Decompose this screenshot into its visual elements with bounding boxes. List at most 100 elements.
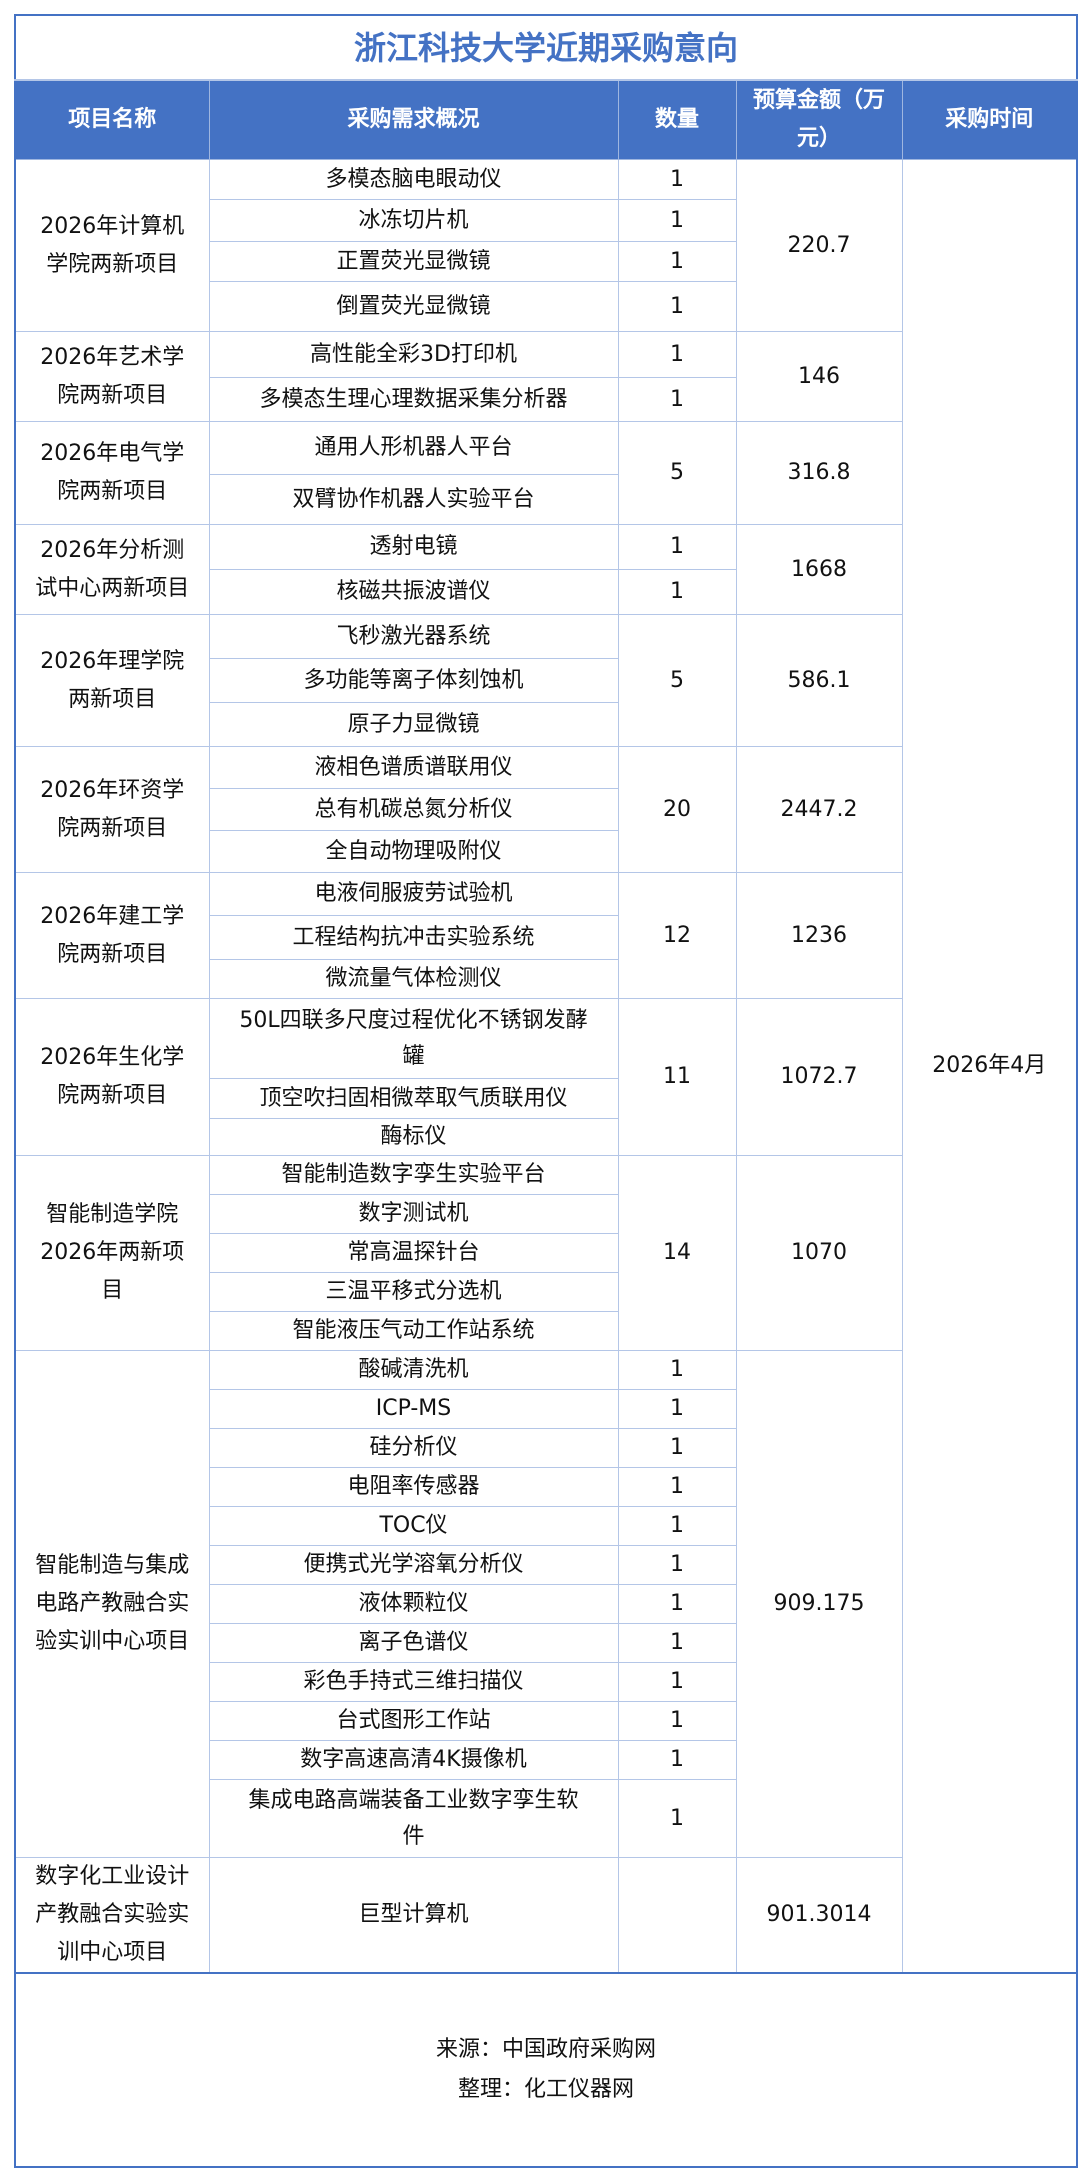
header-items: 采购需求概况 — [208, 79, 619, 160]
item-name-cell: 高性能全彩3D打印机 — [208, 331, 619, 378]
header-row: 项目名称 采购需求概况 数量 预算金额（万 元） 采购时间 — [14, 79, 1078, 160]
project-name-cell: 2026年分析测 试中心两新项目 — [14, 524, 210, 615]
quantity-cell: 1 — [617, 1389, 737, 1429]
header-qty: 数量 — [617, 79, 737, 160]
quantity-cell: 1 — [617, 1506, 737, 1546]
budget-cell: 220.7 — [735, 159, 903, 332]
quantity-cell: 11 — [617, 998, 737, 1156]
project-name-cell: 2026年理学院 两新项目 — [14, 614, 210, 747]
table-row: 2026年艺术学 院两新项目 高性能全彩3D打印机 1 146 — [14, 331, 1077, 422]
footer-cell: 来源：中国政府采购网 整理：化工仪器网 — [14, 1972, 1078, 2168]
quantity-cell: 1 — [617, 1428, 737, 1468]
table-row: 微流量气体检测仪 — [15, 959, 1077, 999]
project-name-cell: 2026年环资学 院两新项目 — [14, 746, 210, 873]
table-row: 2026年计算机 学院两新项目 多模态脑电眼动仪 1 220.7 2026年4月 — [14, 159, 1078, 1974]
item-name-cell: 集成电路高端装备工业数字孪生软 件 — [208, 1779, 619, 1858]
item-name-cell: 正置荧光显微镜 — [208, 241, 619, 282]
page-title: 浙江科技大学近期采购意向 — [14, 14, 1078, 81]
item-name-cell: 液体颗粒仪 — [208, 1584, 619, 1624]
quantity-cell: 20 — [617, 746, 737, 873]
item-name-cell: 飞秒激光器系统 — [208, 614, 619, 659]
project-name-cell: 智能制造与集成 电路产教融合实 验实训中心项目 — [14, 1350, 210, 1858]
item-name-cell: 双臂协作机器人实验平台 — [208, 474, 619, 525]
item-name-cell: 硅分析仪 — [208, 1428, 619, 1468]
table-row: 原子力显微镜 — [15, 702, 1077, 747]
item-name-cell: 多功能等离子体刻蚀机 — [208, 658, 619, 703]
table-row: 台式图形工作站 1 — [15, 1701, 1077, 1741]
item-name-cell: 原子力显微镜 — [208, 702, 619, 747]
quantity-cell — [617, 1857, 737, 1974]
table-row: 数字化工业设计 产教融合实验实 训中心项目 巨型计算机 901.3014 — [14, 1857, 1077, 1974]
table-row: 离子色谱仪 1 — [15, 1623, 1077, 1663]
budget-cell: 901.3014 — [735, 1857, 903, 1974]
quantity-cell: 14 — [617, 1155, 737, 1351]
quantity-cell: 5 — [617, 421, 737, 525]
table-row: 正置荧光显微镜 1 — [15, 241, 1077, 282]
item-name-cell: 倒置荧光显微镜 — [208, 281, 619, 332]
item-name-cell: 微流量气体检测仪 — [208, 959, 619, 999]
table-row: 2026年环资学 院两新项目 液相色谱质谱联用仪 20 2447.2 — [14, 746, 1077, 873]
procurement-table: 浙江科技大学近期采购意向 项目名称 采购需求概况 数量 预算金额（万 元） 采购… — [14, 14, 1079, 2168]
table-row: 数字高速高清4K摄像机 1 — [15, 1740, 1077, 1780]
budget-cell: 586.1 — [735, 614, 903, 747]
quantity-cell: 1 — [617, 159, 737, 200]
quantity-cell: 1 — [617, 281, 737, 332]
quantity-cell: 1 — [617, 1584, 737, 1624]
project-name-cell: 2026年计算机 学院两新项目 — [14, 159, 210, 332]
table-row: 双臂协作机器人实验平台 — [15, 474, 1077, 525]
project-name-cell: 2026年电气学 院两新项目 — [14, 421, 210, 525]
table-row: 2026年生化学 院两新项目 50L四联多尺度过程优化不锈钢发酵 罐 11 1072.… — [14, 998, 1077, 1156]
table-row: 2026年电气学 院两新项目 通用人形机器人平台 5 316.8 — [14, 421, 1077, 525]
quantity-cell: 5 — [617, 614, 737, 747]
item-name-cell: 电阻率传感器 — [208, 1467, 619, 1507]
table-row: 数字测试机 — [15, 1194, 1077, 1234]
item-name-cell: 全自动物理吸附仪 — [208, 830, 619, 873]
quantity-cell: 1 — [617, 1467, 737, 1507]
table-row: 2026年建工学 院两新项目 电液伺服疲劳试验机 12 1236 — [14, 872, 1077, 999]
quantity-cell: 1 — [617, 524, 737, 570]
table-row: 冰冻切片机 1 — [15, 199, 1077, 242]
item-name-cell: 50L四联多尺度过程优化不锈钢发酵 罐 — [208, 998, 619, 1079]
item-name-cell: 巨型计算机 — [208, 1857, 619, 1974]
item-name-cell: 酶标仪 — [208, 1118, 619, 1156]
quantity-cell: 1 — [617, 1623, 737, 1663]
item-name-cell: 顶空吹扫固相微萃取气质联用仪 — [208, 1078, 619, 1119]
header-budget: 预算金额（万 元） — [735, 79, 903, 160]
budget-cell: 146 — [735, 331, 903, 422]
title-row: 浙江科技大学近期采购意向 — [14, 14, 1078, 81]
item-name-cell: 核磁共振波谱仪 — [208, 569, 619, 615]
item-name-cell: 智能制造数字孪生实验平台 — [208, 1155, 619, 1195]
procurement-time-cell: 2026年4月 — [901, 159, 1078, 1974]
item-name-cell: 便携式光学溶氧分析仪 — [208, 1545, 619, 1585]
quantity-cell: 1 — [617, 377, 737, 422]
table-row: 工程结构抗冲击实验系统 — [15, 915, 1077, 960]
item-name-cell: 智能液压气动工作站系统 — [208, 1311, 619, 1351]
source-text: 来源：中国政府采购网 — [436, 2037, 657, 2062]
item-name-cell: 液相色谱质谱联用仪 — [208, 746, 619, 789]
item-name-cell: 数字高速高清4K摄像机 — [208, 1740, 619, 1780]
table-row: 彩色手持式三维扫描仪 1 — [15, 1662, 1077, 1702]
table-row: 电阻率传感器 1 — [15, 1467, 1077, 1507]
budget-cell: 1070 — [735, 1155, 903, 1351]
budget-cell: 1236 — [735, 872, 903, 999]
quantity-cell: 1 — [617, 1740, 737, 1780]
item-name-cell: 常高温探针台 — [208, 1233, 619, 1273]
item-name-cell: 工程结构抗冲击实验系统 — [208, 915, 619, 960]
item-name-cell: 多模态脑电眼动仪 — [208, 159, 619, 200]
table-row: 倒置荧光显微镜 1 — [15, 281, 1077, 332]
quantity-cell: 1 — [617, 331, 737, 378]
item-name-cell: 彩色手持式三维扫描仪 — [208, 1662, 619, 1702]
table-row: 智能制造学院 2026年两新项 目智能制造数字孪生实验平台 14 1070 — [14, 1155, 1077, 1351]
table-row: ICP-MS 1 — [15, 1389, 1077, 1429]
table-row: 常高温探针台 — [15, 1233, 1077, 1273]
table-row: 酶标仪 — [15, 1118, 1077, 1156]
project-name-cell: 2026年生化学 院两新项目 — [14, 998, 210, 1156]
quantity-cell: 1 — [617, 1701, 737, 1741]
item-name-cell: 离子色谱仪 — [208, 1623, 619, 1663]
quantity-cell: 1 — [617, 1662, 737, 1702]
item-name-cell: 数字测试机 — [208, 1194, 619, 1234]
project-name-cell: 2026年艺术学 院两新项目 — [14, 331, 210, 422]
quantity-cell: 1 — [617, 199, 737, 242]
table-row: 智能制造与集成 电路产教融合实 验实训中心项目 酸碱清洗机 1 909.175 — [14, 1350, 1077, 1858]
